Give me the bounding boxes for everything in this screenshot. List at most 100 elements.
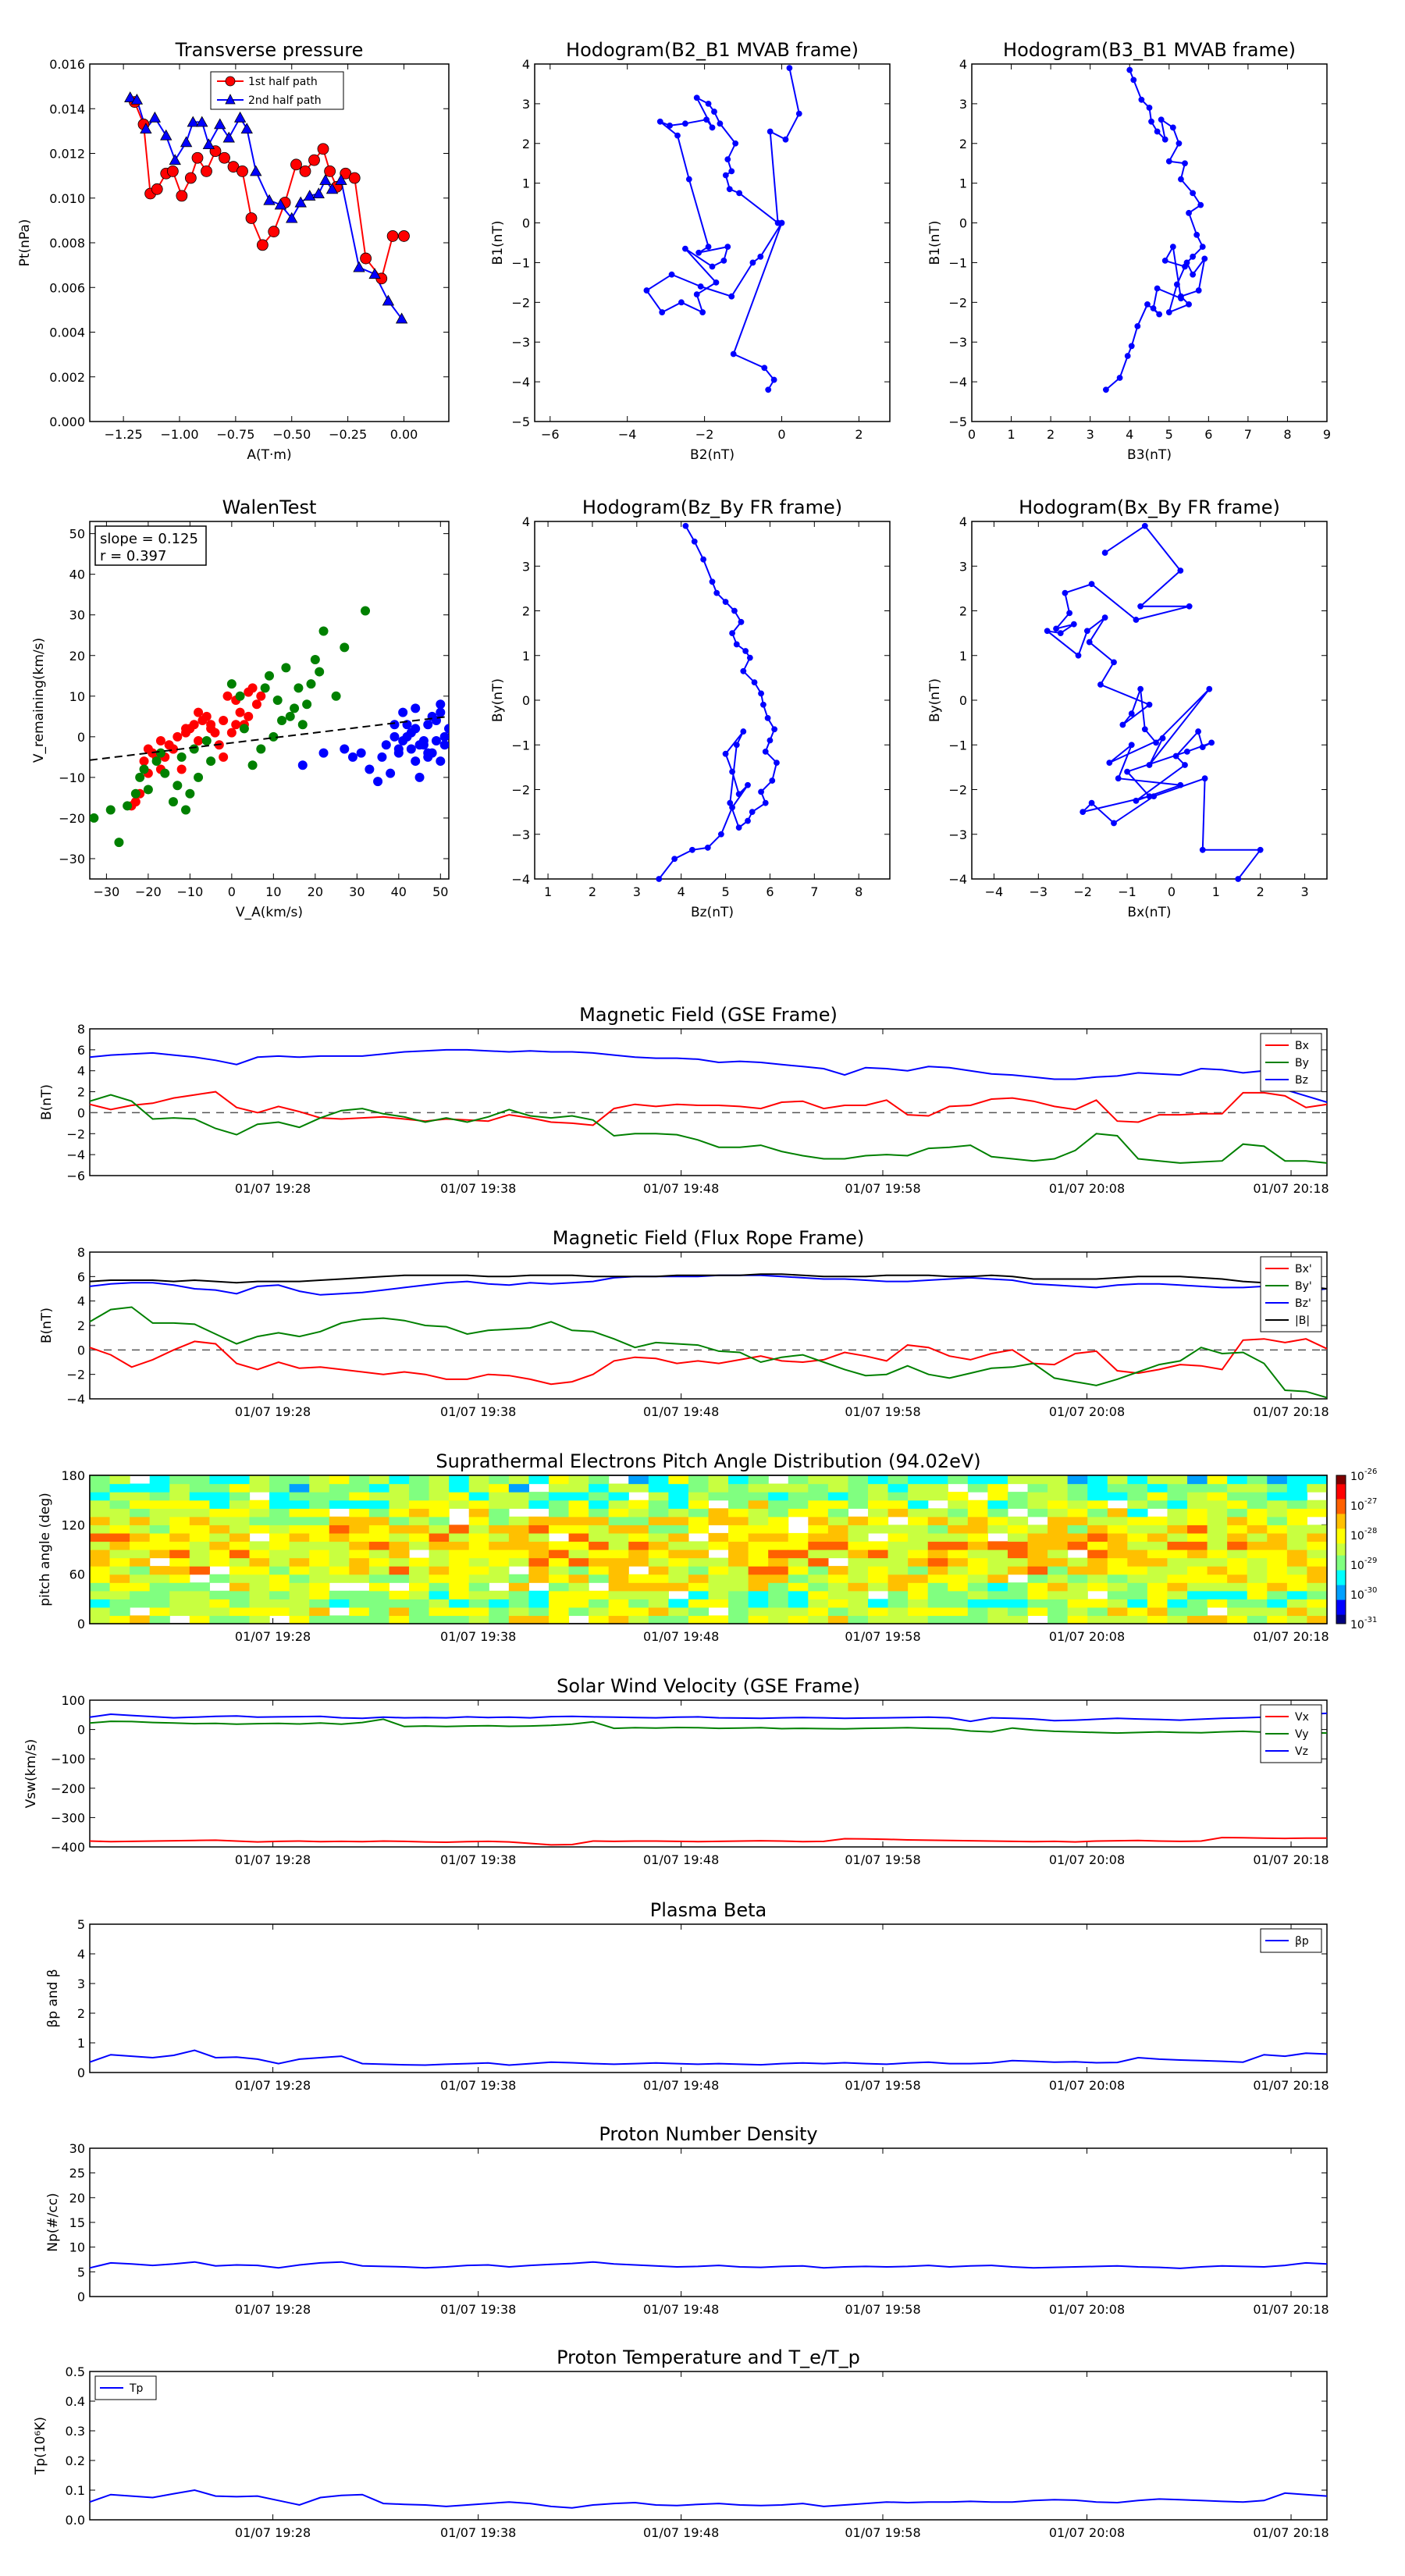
heatmap-cell <box>589 1525 610 1534</box>
x-axis-label: A(T·m) <box>247 447 291 463</box>
walen-point <box>181 724 191 734</box>
heatmap-cell <box>349 1550 370 1559</box>
heatmap-cell <box>887 1532 909 1542</box>
ytick-label: 0 <box>959 216 967 231</box>
heatmap-cells <box>90 1475 1328 1624</box>
hodogram-point <box>678 299 685 306</box>
hodogram-point <box>1201 255 1208 262</box>
time-tick-label: 01/07 19:38 <box>440 2302 516 2317</box>
heatmap-cell <box>1267 1483 1288 1493</box>
hodogram-point <box>771 726 778 733</box>
heatmap-cell <box>987 1574 1008 1583</box>
heatmap-cell <box>1147 1525 1168 1534</box>
data-point-1st-half <box>184 172 197 184</box>
heatmap-cell <box>568 1590 589 1599</box>
heatmap-cell <box>1167 1566 1188 1575</box>
heatmap-cell <box>768 1525 789 1534</box>
heatmap-cell <box>1127 1516 1148 1525</box>
ytick-label: 4 <box>77 1064 85 1079</box>
heatmap-cell <box>768 1508 789 1517</box>
hodogram-point <box>1101 614 1108 621</box>
walen-point <box>139 756 149 767</box>
heatmap-cell <box>948 1541 969 1550</box>
walen-point <box>155 736 165 746</box>
time-tick-label: 01/07 19:28 <box>235 2078 311 2093</box>
ytick-label: 2 <box>77 1318 85 1333</box>
xtick-label: −1.00 <box>160 427 198 442</box>
walen-point <box>436 699 446 710</box>
heatmap-cell <box>708 1557 729 1567</box>
xtick-label: −30 <box>94 884 120 899</box>
heatmap-cell <box>289 1599 310 1608</box>
heatmap-cell <box>788 1590 809 1599</box>
colorbar-segment <box>1336 1561 1346 1565</box>
heatmap-cell <box>1127 1541 1148 1550</box>
walen-point <box>386 768 396 778</box>
x-axis-label: B2(nT) <box>690 447 735 463</box>
heatmap-cell <box>309 1500 330 1509</box>
time-tick-label: 01/07 19:58 <box>845 1181 920 1196</box>
walen-point <box>114 838 124 848</box>
heatmap-cell <box>608 1606 629 1617</box>
heatmap-cell <box>748 1557 769 1567</box>
heatmap-cell <box>1247 1525 1268 1534</box>
heatmap-cell <box>189 1508 210 1517</box>
heatmap-cell <box>130 1599 151 1608</box>
time-tick-label: 01/07 20:08 <box>1049 2525 1125 2540</box>
heatmap-cell <box>608 1590 629 1599</box>
hodogram-point <box>728 168 735 175</box>
heatmap-cell <box>1147 1500 1168 1509</box>
heatmap-cell <box>987 1566 1008 1575</box>
heatmap-cell <box>1048 1566 1069 1575</box>
heatmap-cell <box>987 1582 1008 1592</box>
heatmap-cell <box>1207 1516 1228 1525</box>
walen-point <box>235 691 245 701</box>
heatmap-cell <box>1187 1550 1208 1559</box>
heatmap-cell <box>887 1525 909 1534</box>
heatmap-cell <box>589 1500 610 1509</box>
walen-point <box>406 744 416 754</box>
time-tick-label: 01/07 19:28 <box>235 1181 311 1196</box>
heatmap-cell <box>389 1508 410 1517</box>
hodogram-point <box>671 856 678 863</box>
heatmap-cell <box>508 1500 530 1509</box>
series-line-Bx <box>89 1091 1328 1126</box>
ytick-label: −2 <box>511 295 530 310</box>
y-axis-label: βp and β <box>45 1969 61 2027</box>
xtick-label: 1 <box>1212 884 1220 899</box>
heatmap-cell <box>249 1606 270 1617</box>
heatmap-cell <box>589 1557 610 1567</box>
heatmap-cell <box>429 1475 450 1485</box>
heatmap-cell <box>1127 1615 1148 1624</box>
heatmap-cell <box>90 1525 111 1534</box>
ytick-label: −2 <box>948 295 967 310</box>
hodogram-point <box>1111 820 1117 827</box>
hodogram-point <box>722 599 729 605</box>
heatmap-cell <box>528 1574 550 1583</box>
heatmap-cell <box>1286 1550 1308 1559</box>
xtick-label: 40 <box>391 884 407 899</box>
heatmap-cell <box>489 1541 510 1550</box>
heatmap-cell <box>827 1483 849 1493</box>
hodogram-point <box>674 132 681 139</box>
heatmap-cell <box>1067 1492 1088 1501</box>
heatmap-cell <box>808 1599 829 1608</box>
heatmap-cell <box>927 1516 948 1525</box>
xtick-label: 10 <box>265 884 281 899</box>
walen-point <box>176 764 187 774</box>
hodogram-point <box>733 641 740 648</box>
walen-point <box>235 707 245 717</box>
walen-point <box>222 691 233 701</box>
ytick-label: 0.004 <box>49 326 85 340</box>
heatmap-cell <box>149 1566 170 1575</box>
heatmap-cell <box>169 1550 190 1559</box>
hodogram-point <box>1124 353 1131 359</box>
heatmap-cell <box>349 1566 370 1575</box>
data-point-2nd-half <box>214 118 226 130</box>
heatmap-cell <box>967 1599 988 1608</box>
chart-title: Magnetic Field (Flux Rope Frame) <box>553 1227 864 1249</box>
heatmap-cell <box>269 1525 290 1534</box>
heatmap-cell <box>1087 1525 1108 1534</box>
heatmap-cell <box>368 1525 390 1534</box>
